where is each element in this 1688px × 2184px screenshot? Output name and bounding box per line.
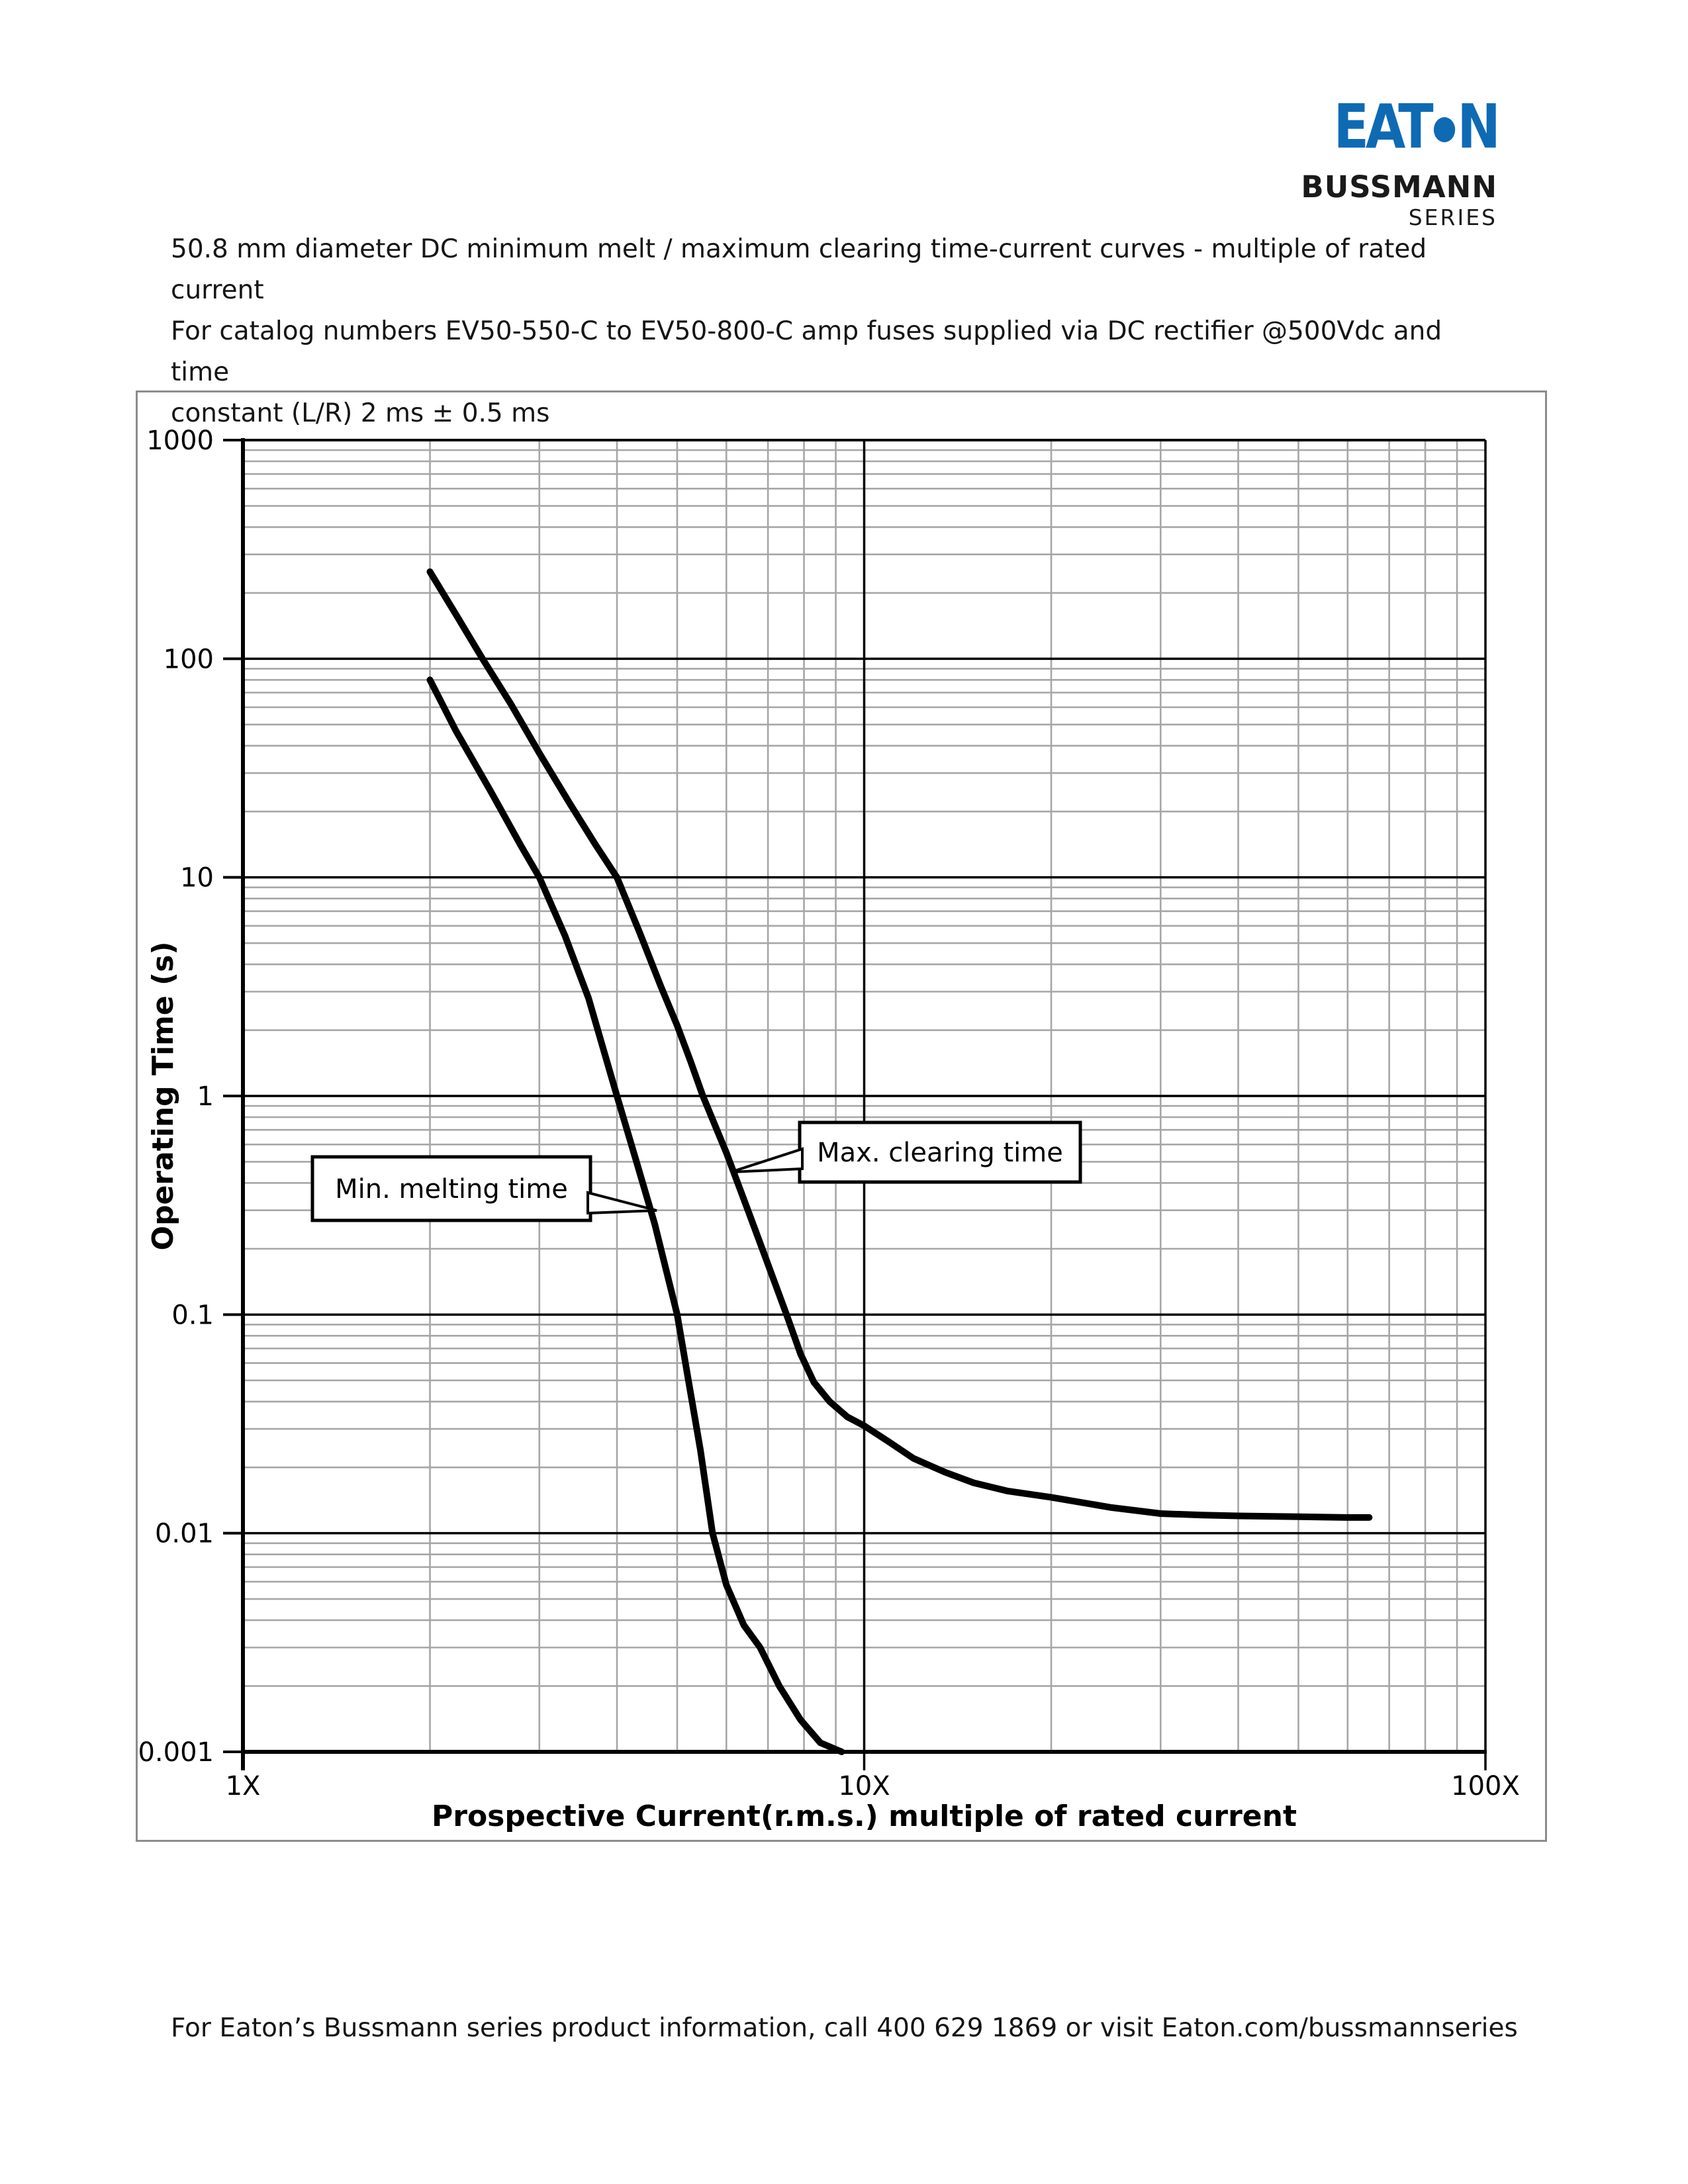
eaton-word-end: N	[1457, 91, 1501, 162]
callout-min-melting-box	[310, 1155, 592, 1222]
x-axis-title: Prospective Current(r.m.s.) multiple of …	[432, 1799, 1297, 1833]
y-tick-label: 100	[164, 644, 214, 674]
eaton-wordmark: EAT N	[1301, 97, 1501, 158]
chart-canvas: 1000 100 10 1 0.1 0.01 0.001 1X 10X 100X Operating…	[136, 390, 1547, 1842]
callout-max-clearing-pointer	[730, 1147, 804, 1173]
title-line-2: For catalog numbers EV50-550-C to EV50-8…	[171, 316, 1442, 387]
x-tick-label: 10X	[838, 1771, 890, 1801]
callout-min-melting-label: Min. melting time	[335, 1174, 568, 1205]
eaton-word-start: EAT	[1333, 91, 1434, 162]
axes	[223, 438, 1487, 1770]
y-tick-label: 0.1	[171, 1300, 214, 1330]
min-melting-curve	[426, 676, 845, 1755]
chart-border	[136, 390, 1547, 1842]
callout-min-melting-pointer	[586, 1191, 657, 1215]
callout-max-clearing: Max. clearing time	[730, 1120, 1082, 1184]
major-gridlines	[243, 439, 1487, 1770]
footer-text: For Eaton’s Bussmann series product info…	[171, 2013, 1518, 2043]
page-title: 50.8 mm diameter DC minimum melt / maxim…	[171, 229, 1481, 434]
x-tick-label: 100X	[1451, 1771, 1520, 1801]
time-current-chart: 1000 100 10 1 0.1 0.01 0.001 1X 10X 100X Operating…	[136, 390, 1547, 1842]
max-clearing-curve	[426, 568, 1373, 1521]
y-tick-label: 10	[180, 863, 214, 893]
eaton-dot-icon	[1433, 117, 1456, 142]
y-tick-label: 0.01	[155, 1519, 214, 1549]
y-axis-title: Operating Time (s)	[146, 942, 180, 1251]
y-tick-label: 1000	[146, 426, 214, 456]
callout-max-clearing-box	[798, 1120, 1082, 1184]
title-line-3: constant (L/R) 2 ms ± 0.5 ms	[171, 398, 550, 428]
eaton-logo: EAT N BUSSMANN SERIES	[1301, 97, 1501, 230]
x-tick-label: 1X	[226, 1771, 261, 1801]
series-label: SERIES	[1408, 205, 1497, 230]
bussmann-label: BUSSMANN	[1301, 169, 1497, 205]
eaton-word: EAT N	[1334, 97, 1501, 158]
callout-max-clearing-label: Max. clearing time	[817, 1138, 1063, 1168]
title-line-1: 50.8 mm diameter DC minimum melt / maxim…	[171, 234, 1427, 305]
y-tick-label: 0.001	[138, 1737, 214, 1768]
y-tick-label: 1	[197, 1081, 214, 1112]
callout-min-melting: Min. melting time	[310, 1155, 657, 1222]
